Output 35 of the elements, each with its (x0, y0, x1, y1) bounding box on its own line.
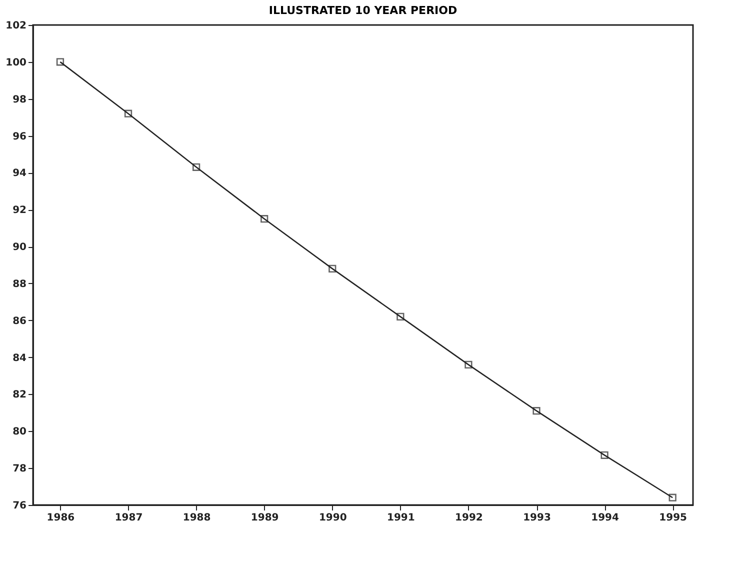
y-tick-label: 82 (12, 390, 27, 401)
y-tick-label: 92 (12, 205, 27, 216)
x-tick-label: 1994 (591, 512, 619, 524)
point (532, 407, 540, 415)
x-tick-label: 1986 (46, 512, 75, 524)
point (124, 110, 132, 118)
point (56, 58, 64, 66)
x-tick-label: 1992 (455, 512, 483, 524)
y-tick-label: 86 (12, 316, 27, 327)
y-tick-label: 96 (12, 131, 27, 142)
point (328, 264, 336, 273)
point (600, 451, 608, 459)
x-tick-label: 1990 (318, 512, 347, 524)
x-tick-label: 1995 (659, 512, 688, 524)
point (192, 163, 200, 171)
y-tick-label: 90 (12, 242, 27, 254)
x-tick-label: 1987 (114, 512, 143, 524)
x-tick-label: 1988 (182, 512, 211, 524)
point (464, 360, 472, 369)
y-tick-label: 94 (12, 168, 27, 180)
y-tick-label: 78 (12, 464, 27, 475)
y-tick-label: 76 (12, 500, 27, 512)
y-tick-label: 84 (12, 352, 27, 364)
y-tick-label: 80 (12, 426, 27, 438)
y-tick-label: 88 (12, 278, 27, 290)
point (668, 494, 676, 502)
chart-title: ILLUSTRATED 10 YEAR PERIOD (268, 4, 458, 17)
x-tick-label: 1993 (523, 512, 551, 524)
y-tick-label: 100 (6, 57, 27, 68)
x-tick-label: 1991 (387, 512, 415, 524)
y-tick-label: 102 (6, 20, 27, 32)
point (396, 312, 404, 321)
x-tick-label: 1989 (250, 512, 279, 524)
y-tick-label: 98 (12, 94, 27, 106)
point (260, 215, 268, 223)
